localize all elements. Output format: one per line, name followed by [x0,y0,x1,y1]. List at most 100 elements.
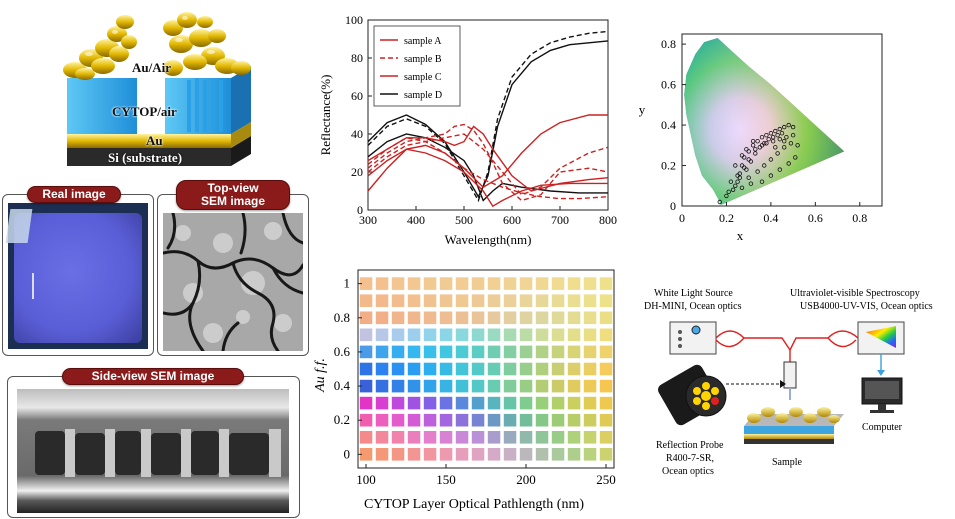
heatmap-cell [599,328,613,342]
heatmap-cell [583,345,597,359]
side-view-sem-panel [7,376,300,518]
heatmap-cell [391,294,405,307]
x-tick-label: 500 [455,213,473,227]
sample-au-clusters [747,407,840,423]
heatmap-cell [439,413,453,427]
chromaticity-point [795,143,800,148]
x-axis-label: CYTOP Layer Optical Pathlength (nm) [364,497,584,512]
heatmap-cell [375,328,389,342]
heatmap-cell [455,448,469,461]
heatmap-cell [359,396,373,410]
chromaticity-point [735,173,740,178]
heatmap-cell [535,431,549,444]
top-view-label-line2: SEM image [200,194,266,208]
chromaticity-point [790,132,796,138]
heatmap-cell [519,311,533,325]
chromaticity-point [775,132,780,138]
heatmap-cell [487,413,501,427]
heatmap-cell [407,379,421,393]
heatmap-cell [423,311,437,325]
chromaticity-point [768,173,774,178]
chromaticity-point [730,187,736,192]
heatmap-cell [407,277,421,290]
chromaticity-point [739,185,745,190]
heatmap-cell [551,379,565,393]
label-si-substrate: Si (substrate) [108,150,183,165]
heatmap-cell [471,345,485,359]
heatmap-cell [455,362,469,376]
heatmap-cell [567,362,581,376]
heatmap-cell [487,277,501,290]
layer-stack-illustration [55,8,265,168]
top-view-sem-image [163,213,303,351]
heatmap-cell [391,396,405,410]
real-image-photo [5,203,148,349]
heatmap-cell [535,379,549,393]
y-tick-label: 0 [670,199,676,213]
heatmap-cell [551,362,565,376]
heatmap-cell [359,294,373,307]
heatmap-cell [503,328,517,342]
heatmap-cell [471,294,485,307]
chromaticity-point [790,124,796,130]
heatmap-cell [455,413,469,427]
heatmap-cell [439,345,453,359]
chromaticity-point [746,175,751,180]
heatmap-cell [567,311,581,325]
chromaticity-point [759,134,765,140]
heatmap-cell [439,431,453,444]
real-image-panel [2,194,154,356]
heatmap-cell [487,345,501,359]
cie-chromaticity-chart: 0 0.2 0.4 0.6 0.8 0 0.2 0.4 0.6 0.8 x y [639,33,883,243]
heatmap-cell [391,328,405,342]
heatmap-cell [423,345,437,359]
heatmap-cell [503,277,517,290]
series-line [367,133,609,196]
heatmap-cell [535,277,549,290]
heatmap-cell [567,294,581,307]
heatmap-cell [551,277,565,290]
chromaticity-point [753,151,758,156]
y-tick-label: 0.4 [661,118,676,132]
heatmap-cell [567,396,581,410]
heatmap-cell [583,311,597,325]
top-view-sem-label: Top-view SEM image [176,180,290,210]
cytop-pillars [187,78,223,132]
heatmap-cell [471,448,485,461]
chromaticity-point [779,130,785,136]
y-tick-label: 20 [351,165,363,179]
heatmap-cell [375,294,389,307]
legend-label: sample A [404,36,442,47]
heatmap-cell [471,328,485,342]
heatmap-cell [439,277,453,290]
label-cytop-air: CYTOP/air [112,104,177,119]
heatmap-cell [519,413,533,427]
au-side [231,122,251,148]
probe-label-1: Reflection Probe [656,440,724,451]
heatmap-cell [455,294,469,307]
heatmap-cell [423,396,437,410]
heatmap-cell [407,448,421,461]
real-image-label: Real image [27,186,121,203]
chromaticity-point [733,163,738,168]
heatmap-cell [551,311,565,325]
heatmap-cell [487,448,501,461]
chromaticity-point [759,143,765,148]
heatmap-cell [407,328,421,342]
heatmap-cell [599,294,613,307]
heatmap-cell [519,431,533,444]
heatmap-cell [439,311,453,325]
probe-label-2: R400-7-SR, [666,453,714,464]
heatmap-cell [583,431,597,444]
chromaticity-point [744,147,749,152]
side-view-sem-image [17,389,289,513]
heatmap-cell [407,294,421,307]
heatmap-cell [583,277,597,290]
heatmap-cell [599,345,613,359]
heatmap-cell [455,277,469,290]
heatmap-cell [503,345,517,359]
heatmap-cell [551,345,565,359]
heatmap-cell [423,379,437,393]
heatmap-cell [359,345,373,359]
probe-label-3: Ocean optics [662,466,714,477]
